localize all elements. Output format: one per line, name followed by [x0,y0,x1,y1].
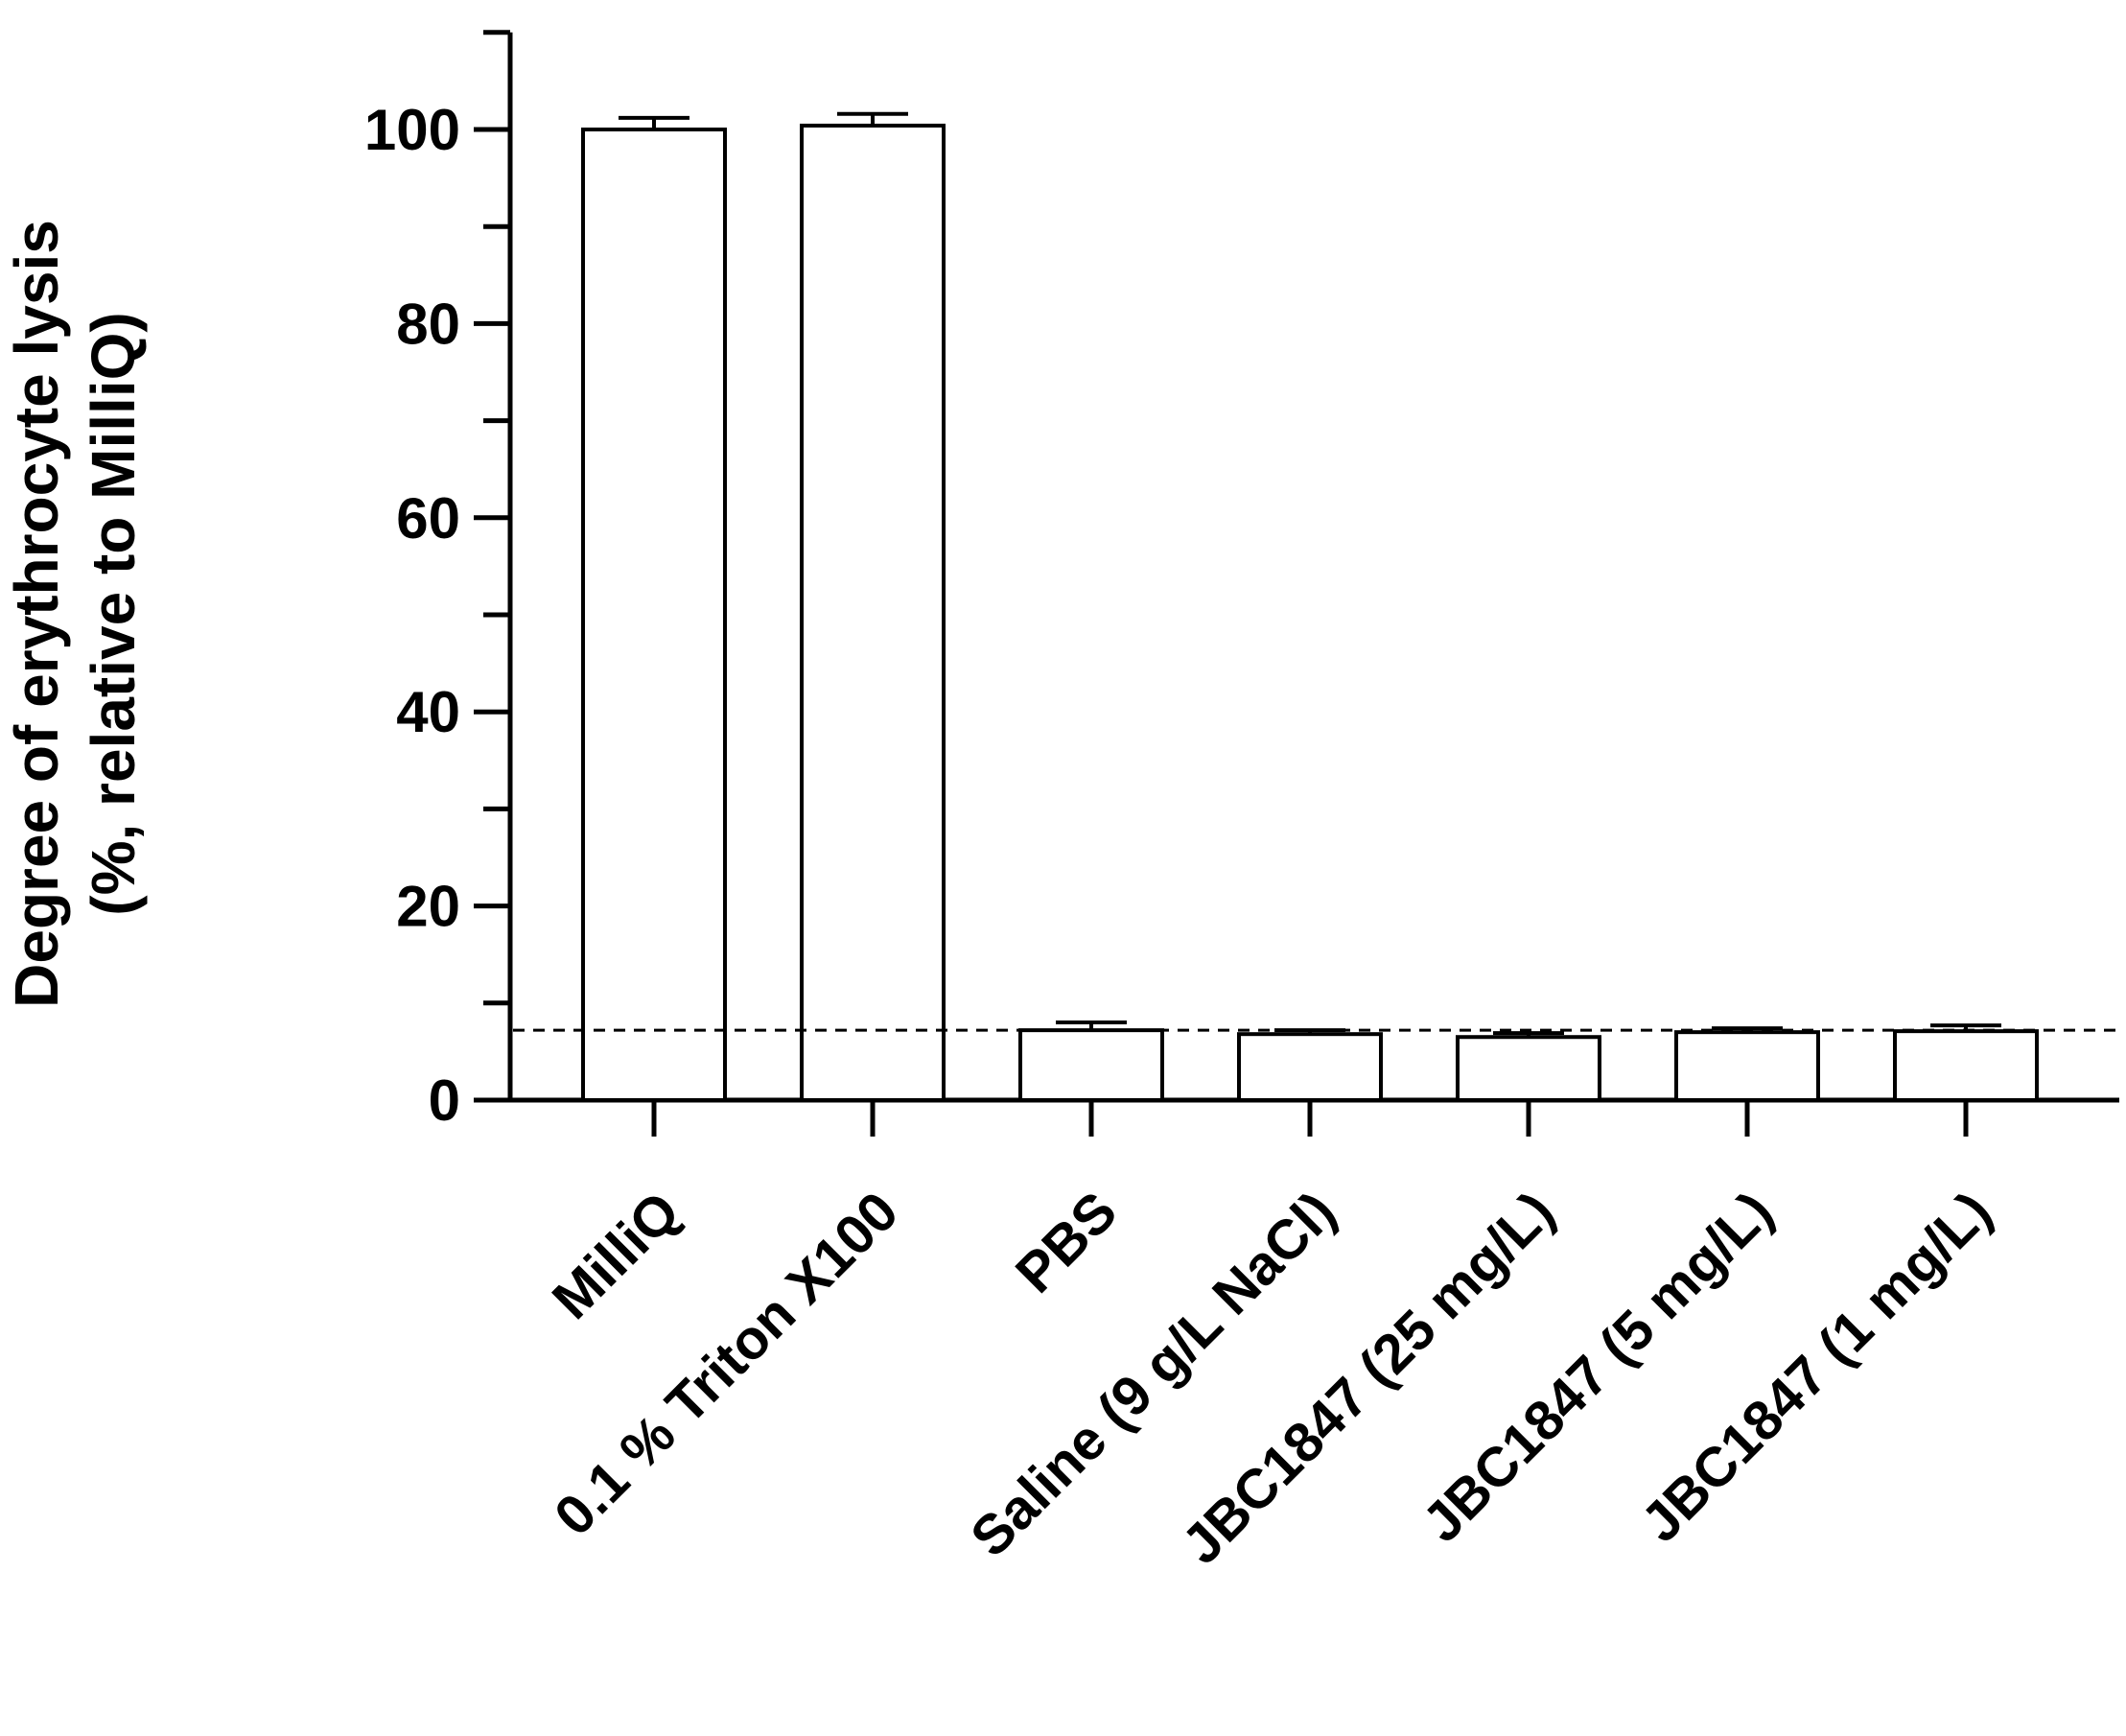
bar-group [1674,1026,1820,1103]
bars [581,111,2039,1103]
bar-group [1893,1023,2039,1102]
category-label: Saline (9 g/L NaCl) [959,1180,1347,1568]
category-label: JBC1847 (25 mg/L) [1170,1180,1566,1576]
bar-group [1456,1031,1601,1102]
y-axis-title-line2: (%, relative to MilliQ) [79,312,148,915]
bar [1893,1029,2039,1102]
y-tick-label: 80 [396,292,460,356]
x-axis [507,1097,2119,1137]
bar [1237,1032,1383,1102]
category-label: PBS [1004,1180,1129,1304]
bar-group [800,111,946,1102]
y-tick-label: 20 [396,875,460,939]
bar [1018,1028,1164,1102]
y-tick-label: 100 [364,98,460,162]
y-axis-title-line1: Degree of erythrocyte lysis [2,220,71,1008]
bar [1456,1035,1601,1102]
bar-group [1237,1028,1383,1102]
y-tick-label: 60 [396,486,460,551]
category-label: MilliQ [541,1180,692,1331]
bar-group [581,115,727,1102]
bar-group [1018,1020,1164,1102]
bar [1674,1030,1820,1103]
y-axis: 0 20 40 60 80 100 [364,30,513,1133]
y-tick-label: 40 [396,680,460,744]
bar [581,128,727,1102]
y-tick-label: 0 [429,1068,460,1133]
bar [800,123,946,1102]
y-axis-title: Degree of erythrocyte lysis (%, relative… [2,220,148,1008]
